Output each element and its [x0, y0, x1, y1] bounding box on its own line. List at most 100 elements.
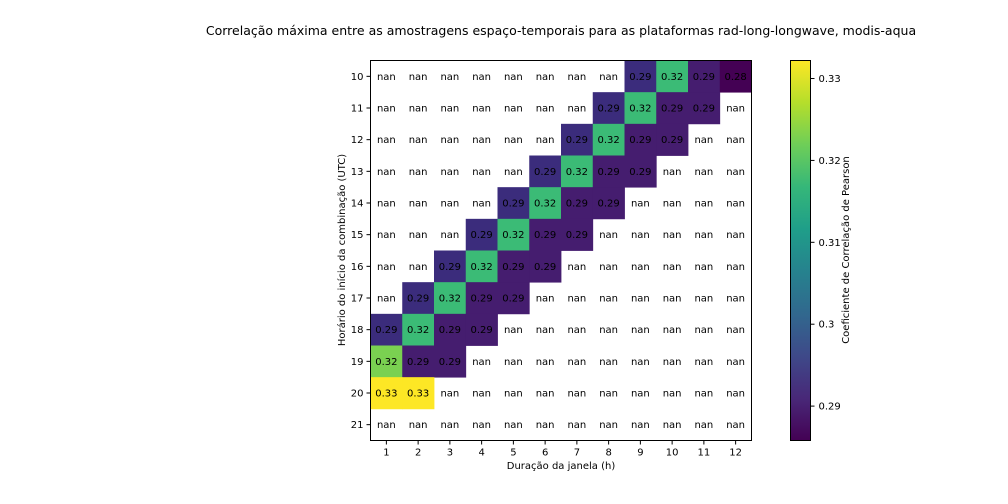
- x-tick-label: 1: [383, 448, 389, 459]
- cell-value-label: nan: [631, 199, 650, 210]
- cell-value-label: 0.29: [566, 230, 588, 241]
- cell-value-label: 0.29: [597, 104, 619, 115]
- cell-value-label: nan: [726, 389, 745, 400]
- x-tick-label: 3: [447, 448, 453, 459]
- cell-value-label: nan: [377, 135, 396, 146]
- y-tick-label: 18: [351, 325, 364, 336]
- y-tick-label: 16: [351, 262, 364, 273]
- cell-value-label: nan: [599, 357, 618, 368]
- heatmap-cell: [497, 218, 530, 251]
- cell-value-label: nan: [694, 325, 713, 336]
- y-tick-label: 14: [351, 199, 364, 210]
- cell-value-label: nan: [663, 167, 682, 178]
- cell-value-label: nan: [726, 199, 745, 210]
- cell-value-label: nan: [536, 389, 555, 400]
- cell-value-label: nan: [440, 389, 459, 400]
- heatmap-cell: [370, 377, 403, 410]
- cell-value-label: nan: [536, 357, 555, 368]
- cell-value-label: 0.29: [439, 262, 461, 273]
- colorbar: [790, 60, 811, 441]
- cell-value-label: nan: [377, 294, 396, 305]
- cell-value-label: nan: [663, 230, 682, 241]
- cell-value-label: nan: [726, 135, 745, 146]
- cell-value-label: 0.29: [629, 72, 651, 83]
- x-tick-label: 11: [698, 448, 711, 459]
- cell-value-label: nan: [440, 72, 459, 83]
- cell-value-label: 0.29: [502, 294, 524, 305]
- cell-value-label: nan: [631, 420, 650, 431]
- cell-value-label: nan: [599, 230, 618, 241]
- cell-value-label: nan: [631, 325, 650, 336]
- cell-value-label: nan: [409, 262, 428, 273]
- heatmap-cell: [561, 123, 594, 156]
- cell-value-label: nan: [631, 389, 650, 400]
- cell-value-label: 0.32: [597, 135, 619, 146]
- heatmap-cell: [561, 187, 594, 220]
- cell-value-label: nan: [694, 420, 713, 431]
- cell-value-label: 0.29: [439, 325, 461, 336]
- heatmap-cell: [497, 250, 530, 283]
- x-axis-label: Duração da janela (h): [507, 461, 616, 472]
- cell-value-label: nan: [409, 420, 428, 431]
- cell-value-label: 0.29: [661, 135, 683, 146]
- heatmap-cell: [688, 92, 721, 125]
- x-tick-label: 5: [510, 448, 516, 459]
- cell-value-label: 0.32: [629, 104, 651, 115]
- cell-value-label: 0.29: [597, 167, 619, 178]
- cell-value-label: nan: [726, 230, 745, 241]
- cell-value-label: nan: [472, 72, 491, 83]
- cell-value-label: nan: [377, 262, 396, 273]
- y-axis-label: Horário do início da combinação (UTC): [336, 154, 348, 346]
- cell-value-label: nan: [536, 325, 555, 336]
- cell-value-label: 0.32: [566, 167, 588, 178]
- heatmap-cell: [402, 282, 435, 315]
- cell-value-label: 0.29: [597, 199, 619, 210]
- y-tick-label: 11: [351, 104, 364, 115]
- y-tick-label: 21: [351, 420, 364, 431]
- cell-value-label: nan: [536, 294, 555, 305]
- cell-value-label: 0.29: [693, 72, 715, 83]
- cell-value-label: nan: [472, 167, 491, 178]
- cell-value-label: 0.29: [470, 294, 492, 305]
- cell-value-label: nan: [567, 389, 586, 400]
- heatmap-cell: [592, 92, 625, 125]
- plot-frame: [370, 60, 752, 441]
- cell-value-label: nan: [472, 357, 491, 368]
- cell-value-label: nan: [663, 357, 682, 368]
- cell-value-label: nan: [599, 420, 618, 431]
- cell-value-label: 0.29: [629, 167, 651, 178]
- cell-value-label: nan: [567, 262, 586, 273]
- x-tick-label: 4: [478, 448, 484, 459]
- cell-value-label: nan: [504, 167, 523, 178]
- cell-value-label: nan: [694, 167, 713, 178]
- cell-value-label: 0.32: [534, 199, 556, 210]
- cell-value-label: 0.29: [693, 104, 715, 115]
- cell-value-label: nan: [631, 294, 650, 305]
- heatmap-cell: [592, 123, 625, 156]
- cell-value-label: 0.29: [407, 294, 429, 305]
- heatmap-cell: [370, 345, 403, 378]
- heatmap-cell: [465, 218, 498, 251]
- cell-value-label: nan: [504, 135, 523, 146]
- cell-value-label: nan: [726, 357, 745, 368]
- cell-value-label: nan: [599, 72, 618, 83]
- cell-value-label: nan: [504, 104, 523, 115]
- x-tick-label: 12: [729, 448, 742, 459]
- heatmap-cell: [434, 313, 467, 346]
- colorbar-tick-label: 0.32: [819, 156, 841, 167]
- cell-value-label: nan: [567, 325, 586, 336]
- heatmap-cell: [497, 187, 530, 220]
- cell-value-label: 0.32: [375, 357, 397, 368]
- y-axis: 10 11 12 13 14 15 16 17 18 19 20 21: [351, 72, 371, 431]
- heatmap-cell: [624, 123, 657, 156]
- heatmap-cell: [529, 250, 562, 283]
- y-tick-label: 15: [351, 230, 364, 241]
- heatmap-cell: [402, 377, 435, 410]
- cell-value-label: nan: [377, 420, 396, 431]
- colorbar-tick-label: 0.29: [819, 402, 841, 413]
- cell-value-label: nan: [472, 420, 491, 431]
- cell-value-label: nan: [663, 294, 682, 305]
- cell-value-label: nan: [377, 199, 396, 210]
- heatmap-cell: [561, 218, 594, 251]
- cell-value-label: 0.29: [534, 167, 556, 178]
